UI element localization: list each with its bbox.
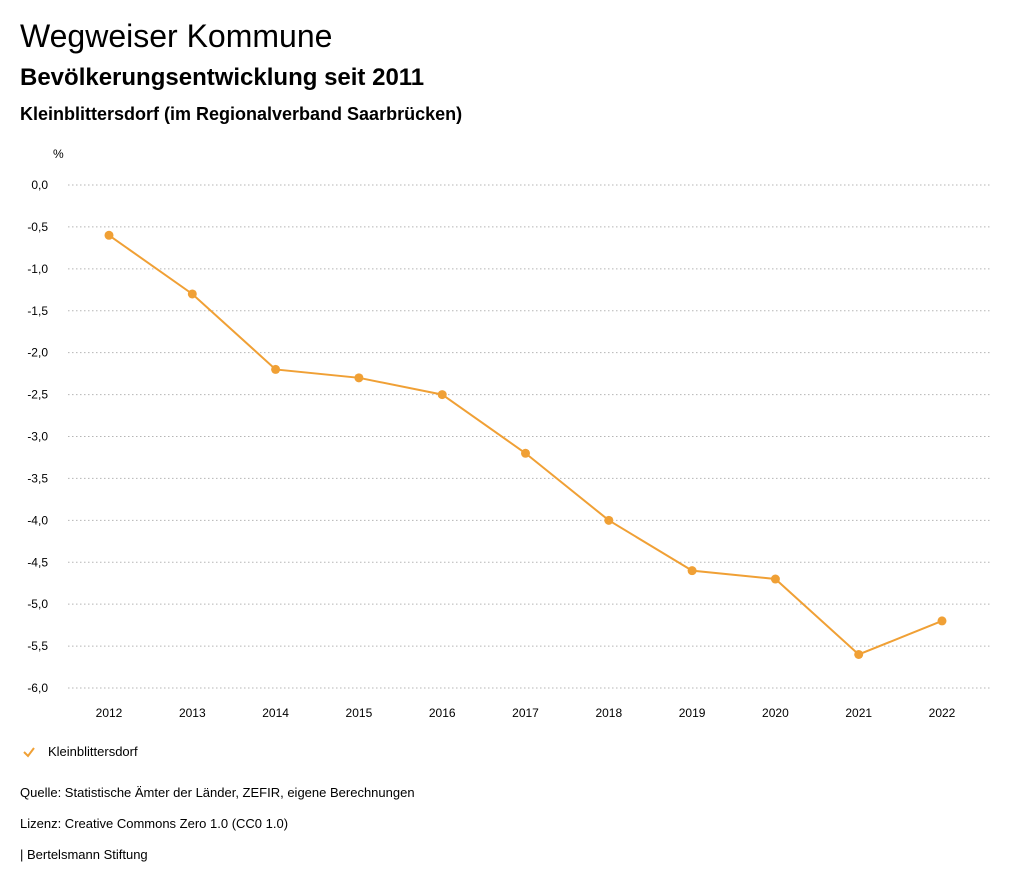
data-point[interactable] [187, 289, 197, 299]
x-tick-label: 2013 [179, 706, 206, 720]
series-line [108, 234, 943, 656]
legend-label: Kleinblittersdorf [48, 744, 138, 759]
legend-check-icon [23, 746, 35, 758]
y-tick-label: -4,5 [27, 555, 48, 569]
y-tick-label: -5,0 [27, 597, 48, 611]
x-tick-label: 2022 [929, 706, 956, 720]
legend[interactable]: Kleinblittersdorf [22, 744, 138, 759]
chart-place: Kleinblittersdorf (im Regionalverband Sa… [20, 104, 463, 124]
y-tick-label: -2,5 [27, 388, 48, 402]
data-point[interactable] [937, 616, 947, 626]
y-tick-label: -3,0 [27, 430, 48, 444]
x-tick-label: 2015 [346, 706, 373, 720]
y-tick-label: -3,5 [27, 471, 48, 485]
page-title: Wegweiser Kommune [20, 18, 333, 54]
source-note: Quelle: Statistische Ämter der Länder, Z… [20, 785, 415, 800]
series-kleinblittersdorf [104, 230, 947, 659]
x-tick-label: 2016 [429, 706, 456, 720]
chart-subtitle: Bevölkerungsentwicklung seit 2011 [20, 64, 425, 91]
y-tick-label: -6,0 [27, 681, 48, 695]
y-tick-label: -5,5 [27, 639, 48, 653]
x-tick-label: 2019 [679, 706, 706, 720]
y-tick-labels: 0,0 -0,5 -1,0 -1,5 -2,0 -2,5 -3,0 -3,5 -4,0 -4,5 -… [27, 178, 48, 695]
y-tick-label: -1,0 [27, 262, 48, 276]
x-tick-labels: 2012 2013 2014 2015 2016 2017 2018 2019 2020 2021… [96, 706, 956, 720]
x-tick-label: 2021 [845, 706, 872, 720]
grid-lines [68, 184, 990, 689]
x-tick-label: 2017 [512, 706, 539, 720]
y-tick-label: -1,5 [27, 304, 48, 318]
data-point[interactable] [521, 448, 530, 458]
y-axis-unit-label: % [53, 147, 64, 161]
x-tick-label: 2020 [762, 706, 789, 720]
x-tick-label: 2014 [262, 706, 289, 720]
data-point[interactable] [104, 230, 114, 240]
data-point[interactable] [770, 574, 780, 584]
x-tick-label: 2018 [595, 706, 622, 720]
y-tick-label: -0,5 [27, 220, 48, 234]
data-point[interactable] [687, 566, 697, 576]
y-tick-label: 0,0 [31, 178, 48, 192]
line-chart: % 0,0 -0,5 -1,0 -1,5 -2,0 -2,5 -3,0 -3,5 -4,0 -4,… [27, 147, 990, 720]
data-point[interactable] [354, 373, 364, 383]
data-point[interactable] [271, 364, 281, 374]
x-tick-label: 2012 [96, 706, 123, 720]
y-tick-label: -2,0 [27, 346, 48, 360]
y-tick-label: -4,0 [27, 513, 48, 527]
data-point[interactable] [854, 649, 864, 659]
brand-note: | Bertelsmann Stiftung [20, 847, 148, 862]
data-point[interactable] [437, 390, 447, 400]
data-point[interactable] [604, 515, 614, 525]
license-note: Lizenz: Creative Commons Zero 1.0 (CC0 1… [20, 816, 289, 831]
